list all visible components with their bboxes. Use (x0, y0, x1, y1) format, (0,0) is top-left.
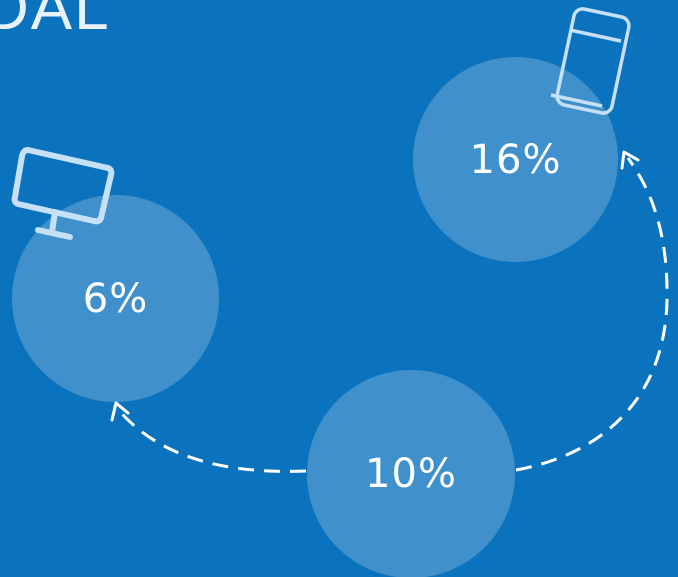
mobile-percentage-value: 16% (469, 136, 562, 183)
desktop-percentage-value: 6% (82, 275, 149, 322)
dashed-arrow-to-desktop (110, 401, 307, 473)
mobile-percentage-circle: 16% (413, 57, 618, 262)
monitor-icon (11, 147, 115, 240)
bottom-percentage-circle: 10% (307, 370, 515, 577)
smartphone-icon (550, 7, 631, 115)
dashed-arrow-to-mobile (515, 150, 669, 472)
page-title: DAL (0, 0, 111, 43)
bottom-percentage-value: 10% (365, 451, 457, 497)
